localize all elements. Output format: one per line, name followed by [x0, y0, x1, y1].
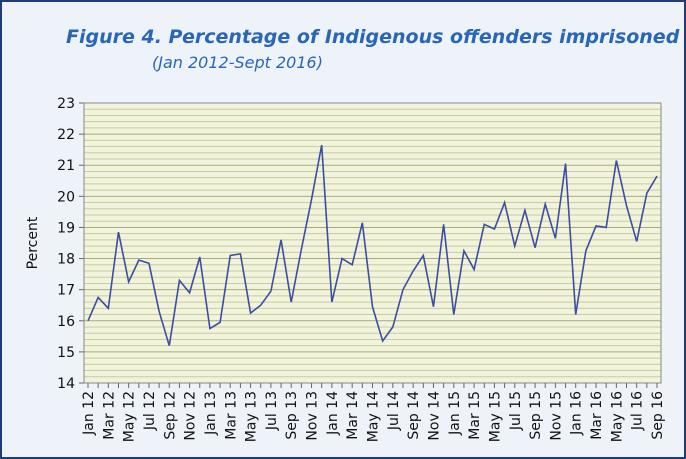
x-tick-label: Mar 15	[467, 391, 483, 440]
y-tick-label: 20	[57, 189, 75, 205]
y-tick-label: 22	[57, 127, 75, 143]
x-tick-label: Sep 15	[528, 391, 544, 440]
x-tick-label: Jan 12	[81, 391, 97, 436]
y-tick-label: 17	[57, 283, 75, 299]
chart-title: Figure 4. Percentage of Indigenous offen…	[66, 26, 680, 48]
y-tick-label: 21	[57, 158, 75, 174]
x-tick-label: Jul 12	[142, 391, 158, 431]
x-tick-label: Sep 13	[284, 391, 300, 440]
x-tick-label: Mar 12	[101, 391, 117, 440]
x-tick-label: Mar 16	[589, 391, 605, 440]
x-tick-label: Jan 14	[325, 391, 341, 436]
x-tick-label: May 15	[487, 391, 503, 442]
y-tick-label: 19	[57, 220, 75, 236]
x-tick-label: Sep 12	[162, 391, 178, 440]
y-tick-label: 16	[57, 314, 75, 330]
y-tick-label: 23	[57, 96, 75, 112]
chart-subtitle: (Jan 2012-Sept 2016)	[152, 53, 323, 72]
x-tick-label: Nov 12	[183, 391, 199, 441]
y-tick-label: 15	[57, 345, 75, 361]
x-tick-label: Jan 16	[569, 391, 585, 436]
x-tick-label: Nov 14	[426, 391, 442, 441]
x-tick-label: Sep 16	[650, 391, 666, 440]
x-tick-label: May 13	[244, 391, 260, 442]
x-tick-label: Jan 15	[447, 391, 463, 436]
x-tick-label: May 16	[609, 391, 625, 442]
x-tick-label: Nov 13	[305, 391, 321, 441]
x-tick-label: Sep 14	[406, 391, 422, 440]
line	[87, 144, 658, 346]
x-tick-label: Jul 13	[264, 391, 280, 431]
y-tick-label: 14	[57, 376, 75, 392]
y-tick-label: 18	[57, 252, 75, 268]
x-tick-label: Jul 14	[386, 391, 402, 431]
plot-area	[84, 103, 661, 383]
x-tick-label: Mar 14	[345, 391, 361, 440]
x-tick-label: Mar 13	[223, 391, 239, 440]
x-tick-label: Jul 15	[508, 391, 524, 431]
x-tick-label: May 14	[366, 391, 382, 442]
y-axis-label: Percent	[25, 216, 41, 269]
x-tick-label: Nov 15	[548, 391, 564, 441]
x-tick-label: Jan 13	[203, 391, 219, 436]
x-tick-label: May 12	[122, 391, 138, 442]
x-tick-label: Jul 16	[630, 391, 646, 431]
